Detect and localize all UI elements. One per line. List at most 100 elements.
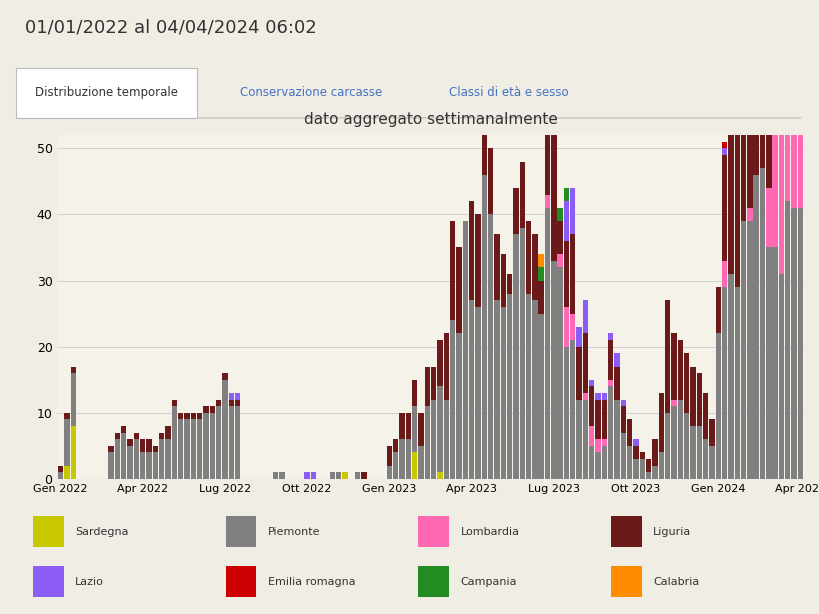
Bar <box>33 516 64 547</box>
Bar <box>759 23 764 36</box>
Bar <box>645 459 650 472</box>
Bar <box>651 439 657 465</box>
Bar <box>462 221 468 479</box>
Bar <box>513 235 518 479</box>
Bar <box>658 453 663 479</box>
Bar <box>165 426 170 439</box>
Text: Liguria: Liguria <box>653 527 690 537</box>
Text: 01/01/2022 al 04/04/2024 06:02: 01/01/2022 al 04/04/2024 06:02 <box>25 18 316 37</box>
Bar <box>437 340 442 386</box>
Bar <box>506 274 512 293</box>
Bar <box>222 379 228 479</box>
Bar <box>664 300 669 413</box>
Bar <box>519 161 524 228</box>
Bar <box>225 566 256 597</box>
Bar <box>576 400 581 479</box>
Bar <box>771 247 777 479</box>
Bar <box>721 261 726 287</box>
Bar <box>437 386 442 472</box>
Bar <box>532 235 537 300</box>
Bar <box>790 0 796 42</box>
Bar <box>588 426 594 446</box>
Bar <box>557 208 562 221</box>
Bar <box>203 413 209 479</box>
Text: Piemonte: Piemonte <box>268 527 320 537</box>
Bar <box>550 89 556 95</box>
Bar <box>147 453 152 479</box>
Bar <box>500 254 505 307</box>
Bar <box>33 566 64 597</box>
Bar <box>632 459 638 479</box>
Bar <box>399 413 405 439</box>
Bar <box>550 115 556 261</box>
Bar <box>778 274 783 479</box>
Bar <box>108 453 114 479</box>
Bar <box>58 465 63 472</box>
Bar <box>740 76 745 221</box>
Bar <box>481 128 486 175</box>
Bar <box>740 69 745 76</box>
Bar <box>481 175 486 479</box>
Bar <box>569 188 575 235</box>
Bar <box>494 300 499 479</box>
Bar <box>595 453 600 479</box>
Bar <box>538 267 543 281</box>
Bar <box>569 340 575 479</box>
Bar <box>329 472 335 479</box>
Bar <box>544 49 550 56</box>
Bar <box>771 0 777 76</box>
Bar <box>70 367 76 373</box>
Bar <box>538 281 543 314</box>
Bar <box>273 472 278 479</box>
Bar <box>671 333 676 400</box>
Bar <box>690 367 695 426</box>
Bar <box>797 0 802 42</box>
Bar <box>64 419 70 465</box>
Bar <box>215 400 221 406</box>
Bar <box>563 201 568 241</box>
Bar <box>632 439 638 446</box>
Text: Sardegna: Sardegna <box>75 527 129 537</box>
Bar <box>229 406 233 479</box>
Bar <box>753 63 758 175</box>
Text: Lazio: Lazio <box>75 577 104 587</box>
Bar <box>392 439 398 453</box>
Bar <box>405 413 410 439</box>
Bar <box>645 472 650 479</box>
Bar <box>450 321 455 479</box>
Bar <box>525 293 531 479</box>
Bar <box>683 413 689 479</box>
Bar <box>639 453 645 459</box>
Bar <box>765 247 771 479</box>
Bar <box>544 29 550 49</box>
Bar <box>563 188 568 201</box>
Text: Distribuzione temporale: Distribuzione temporale <box>35 85 178 99</box>
Bar <box>746 208 752 221</box>
Bar <box>759 16 764 23</box>
Bar <box>229 393 233 400</box>
Bar <box>613 400 619 479</box>
Bar <box>797 208 802 479</box>
Bar <box>588 386 594 426</box>
Bar <box>632 446 638 459</box>
Bar <box>608 340 613 379</box>
Bar <box>431 400 436 479</box>
Bar <box>734 102 739 109</box>
Bar <box>152 453 158 479</box>
Bar <box>734 95 739 102</box>
Bar <box>210 413 215 479</box>
Bar <box>690 426 695 479</box>
Bar <box>721 287 726 479</box>
Bar <box>544 208 550 479</box>
Bar <box>721 142 726 149</box>
Bar <box>70 426 76 479</box>
Bar <box>613 353 619 367</box>
Bar <box>683 353 689 413</box>
Bar <box>595 400 600 439</box>
Bar <box>443 333 449 400</box>
Bar <box>702 393 708 439</box>
Bar <box>519 228 524 479</box>
Bar <box>620 406 625 433</box>
Bar <box>627 419 631 446</box>
Bar <box>178 419 183 479</box>
